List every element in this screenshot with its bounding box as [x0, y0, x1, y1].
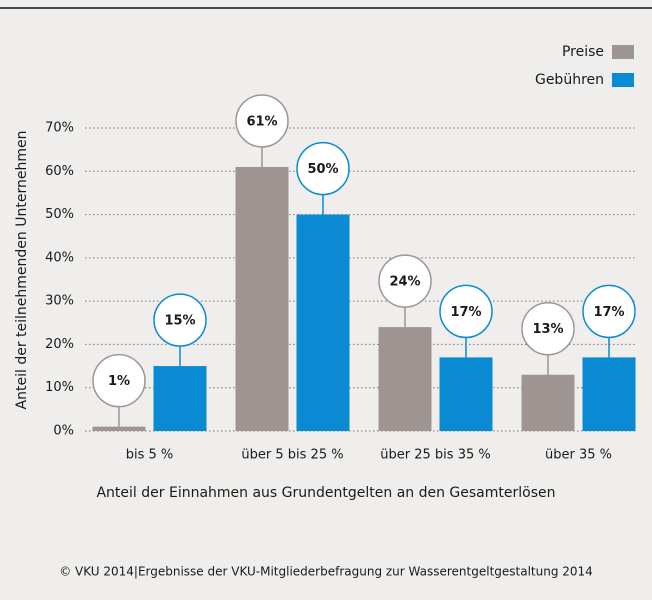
x-tick-label: über 25 bis 35 % — [380, 448, 490, 463]
value-label: 17% — [450, 305, 481, 320]
callout-circle — [439, 284, 493, 339]
callout-circle — [153, 293, 207, 347]
callout-circle — [521, 301, 575, 356]
bar — [92, 426, 146, 431]
legend-swatch — [612, 45, 634, 59]
y-tick-label: 10% — [45, 380, 74, 395]
callout-circle — [582, 284, 636, 339]
y-tick-label: 60% — [45, 164, 74, 179]
value-label: 24% — [389, 275, 420, 290]
y-tick-label: 70% — [45, 121, 74, 136]
y-tick-label: 50% — [45, 207, 74, 222]
bar — [153, 366, 207, 431]
callout-circle — [378, 254, 432, 308]
callout-circle — [296, 141, 350, 196]
value-label: 15% — [164, 314, 195, 329]
x-tick-label: bis 5 % — [126, 448, 174, 463]
value-label: 61% — [246, 114, 277, 129]
value-label: 50% — [307, 162, 338, 177]
bar — [439, 357, 493, 431]
y-tick-label: 40% — [45, 250, 74, 265]
value-label: 1% — [108, 374, 130, 389]
x-axis-title: Anteil der Einnahmen aus Grundentgelten … — [96, 485, 555, 501]
value-label: 13% — [532, 322, 563, 337]
y-tick-label: 20% — [45, 337, 74, 352]
bar — [378, 327, 432, 431]
legend-label: Gebühren — [535, 72, 604, 88]
legend-label: Preise — [562, 44, 604, 60]
y-axis-title: Anteil der teilnehmenden Unternehmen — [14, 131, 30, 410]
x-tick-label: über 35 % — [545, 448, 612, 463]
callout-circle — [235, 94, 289, 148]
bar — [235, 166, 289, 431]
y-tick-label: 30% — [45, 294, 74, 309]
footer: © VKU 2014|Ergebnisse der VKU-Mitglieder… — [59, 565, 593, 579]
y-tick-label: 0% — [53, 424, 74, 439]
value-label: 17% — [593, 305, 624, 320]
bar — [296, 214, 350, 431]
bar — [582, 357, 636, 431]
legend-swatch — [612, 73, 634, 87]
callout-circle — [92, 353, 146, 408]
x-tick-label: über 5 bis 25 % — [241, 448, 343, 463]
bar — [521, 374, 575, 431]
